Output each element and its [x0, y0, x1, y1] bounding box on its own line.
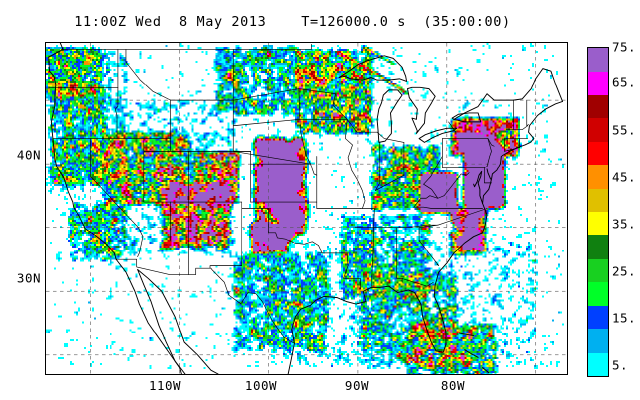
x-tick-80W: 80W: [440, 378, 465, 393]
map-boundaries-layer: [46, 43, 567, 374]
colorbar-band-35: [588, 212, 608, 236]
map-plot-area: [45, 42, 568, 375]
colorbar-band-15: [588, 305, 608, 330]
colorbar-band-20: [588, 282, 608, 306]
y-tick-40N: 40N: [16, 147, 41, 163]
colorbar-band-50: [588, 141, 608, 166]
colorbar-tick-65: 65.: [612, 74, 637, 90]
colorbar: [587, 47, 609, 377]
figure-title: 11:00Z Wed 8 May 2013 T=126000.0 s (35:0…: [74, 14, 511, 30]
colorbar-band-65: [588, 71, 608, 95]
colorbar-tick-15: 15.: [612, 310, 637, 326]
colorbar-tick-55: 55.: [612, 122, 637, 137]
x-tick-90W: 90W: [344, 378, 370, 393]
colorbar-band-55: [588, 118, 608, 142]
colorbar-band-30: [588, 235, 608, 259]
x-tick-100W: 100W: [244, 378, 278, 393]
colorbar-tick-45: 45.: [612, 169, 637, 185]
y-tick-30N: 30N: [16, 270, 41, 286]
colorbar-band-25: [588, 258, 608, 283]
colorbar-band-10: [588, 329, 608, 353]
colorbar-band-45: [588, 165, 608, 189]
x-tick-110W: 110W: [148, 378, 182, 393]
colorbar-band-5: [588, 352, 608, 376]
colorbar-tick-35: 35.: [612, 216, 637, 232]
colorbar-tick-labels: 5. 15. 25. 35. 45. 55. 65. 75.: [612, 40, 640, 377]
colorbar-tick-5: 5.: [612, 357, 629, 373]
colorbar-tick-25: 25.: [612, 263, 637, 279]
colorbar-band-70: [588, 48, 608, 72]
colorbar-band-60: [588, 94, 608, 119]
colorbar-tick-75: 75.: [612, 39, 637, 55]
colorbar-band-40: [588, 188, 608, 213]
